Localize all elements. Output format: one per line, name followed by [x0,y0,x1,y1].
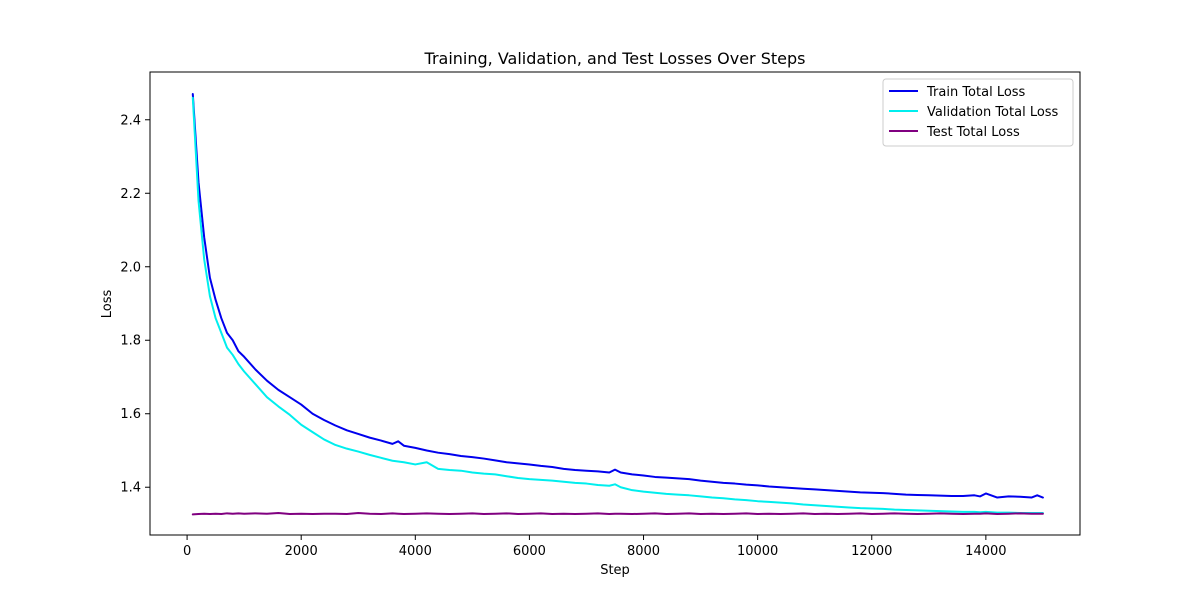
validation-loss-line [191,96,1044,514]
x-tick-label: 14000 [965,544,1006,559]
test-loss-line [191,511,1044,516]
legend-label-test: Test Total Loss [926,125,1020,140]
x-tick-label: 2000 [285,544,318,559]
legend-box [882,78,1074,147]
y-tick-label: 1.6 [120,407,141,422]
y-tick-label: 2.4 [120,113,141,128]
y-axis: 1.4 1.6 1.8 2.0 2.2 2.4 [120,113,150,496]
chart-title: Training, Validation, and Test Losses Ov… [424,49,806,68]
x-tick-label: 8000 [627,544,660,559]
legend-label-validation: Validation Total Loss [927,105,1059,120]
x-tick-label: 0 [183,544,191,559]
plot-frame [149,71,1081,536]
legend: Train Total Loss Validation Total Loss T… [882,78,1074,147]
x-axis-label: Step [600,563,630,578]
x-tick-label: 4000 [399,544,432,559]
x-tick-label: 6000 [513,544,546,559]
plot-background [150,72,1080,535]
x-tick-label: 12000 [851,544,892,559]
y-tick-label: 1.4 [120,481,141,496]
y-tick-label: 2.2 [120,187,141,202]
y-tick-label: 2.0 [120,260,141,275]
legend-label-train: Train Total Loss [926,85,1026,100]
plot-area [149,71,1081,536]
series-layer [191,93,1044,516]
train-loss-line [191,93,1044,499]
y-axis-label: Loss [100,290,115,319]
y-tick-label: 1.8 [120,334,141,349]
x-tick-label: 10000 [737,544,778,559]
x-axis: 0 2000 4000 6000 8000 10000 12000 14000 [183,535,1007,559]
